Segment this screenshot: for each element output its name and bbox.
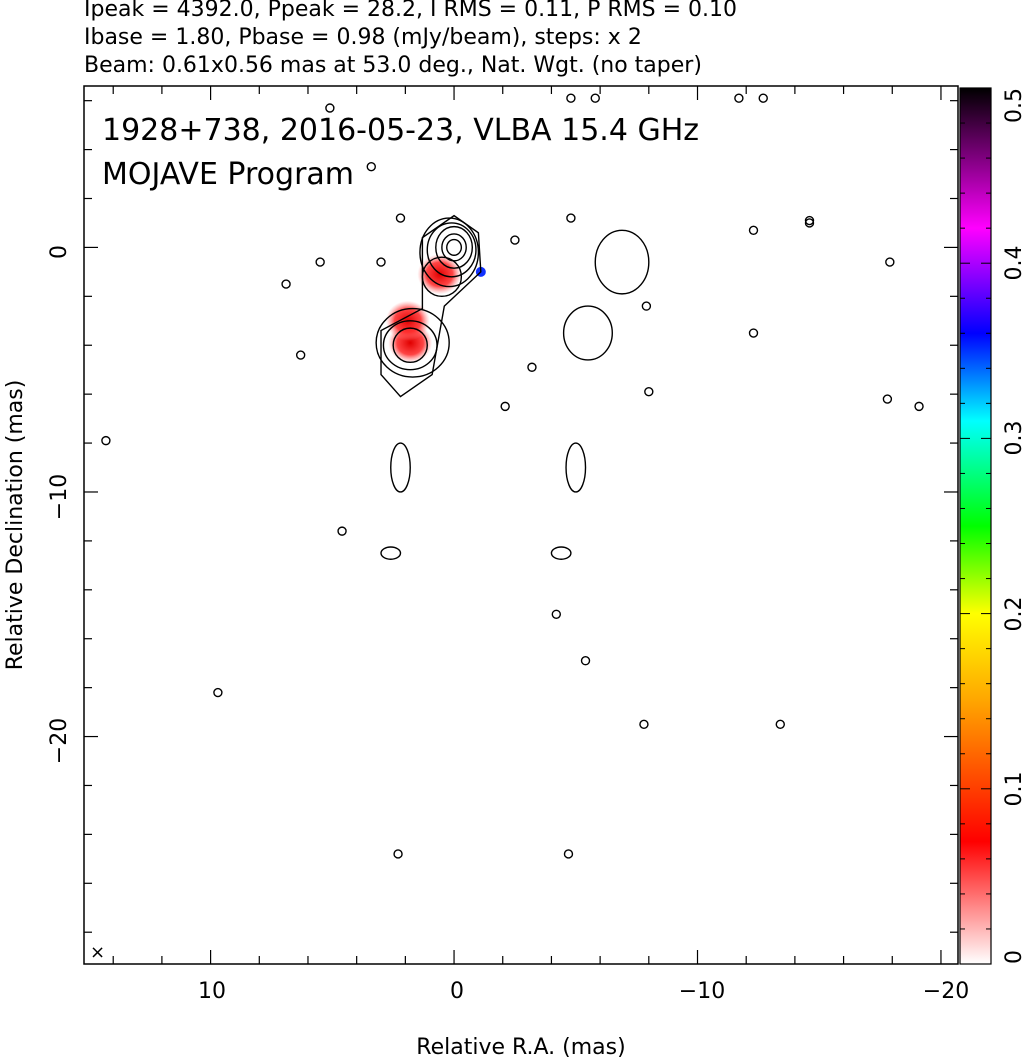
- jet-contour: [392, 327, 428, 364]
- noise-contour: [527, 362, 537, 372]
- noise-contour: [337, 526, 347, 536]
- noise-contour: [393, 849, 403, 859]
- noise-contour: [500, 401, 510, 412]
- noise-contour: [804, 215, 815, 226]
- noise-contour: [395, 213, 406, 223]
- jet-contour: [435, 225, 474, 269]
- ghost-contour: [550, 546, 572, 560]
- x-tick-label: −20: [923, 979, 969, 1004]
- plot-frame: [83, 85, 959, 965]
- y-tick-label: 0: [47, 245, 72, 259]
- x-tick-label: −10: [679, 979, 725, 1004]
- noise-contour: [748, 225, 759, 235]
- colorbar-tick-label: 0.3: [1002, 421, 1022, 456]
- noise-contour: [551, 609, 562, 619]
- jet-outer-contour: [380, 214, 482, 398]
- colorbar-tick-label: 0: [1002, 950, 1022, 964]
- jet-contour: [426, 222, 477, 278]
- noise-contour: [295, 350, 306, 360]
- colorbar-tick-label: 0.4: [1002, 246, 1022, 281]
- colorbar-ticks: [960, 87, 991, 965]
- jet-contour: [375, 307, 450, 378]
- noise-contour: [510, 235, 520, 245]
- noise-contour: [914, 401, 924, 412]
- noise-contour: [315, 257, 325, 267]
- noise-contour: [376, 257, 386, 267]
- noise-contour: [566, 213, 576, 223]
- noise-contour: [325, 103, 335, 113]
- ghost-contour: [594, 229, 650, 295]
- noise-contour: [563, 849, 574, 859]
- stats-line-base: Ibase = 1.80, Pbase = 0.98 (mJy/beam), s…: [84, 25, 642, 50]
- x-axis-label: Relative R.A. (mas): [416, 1035, 625, 1060]
- y-tick-label: −10: [47, 474, 72, 520]
- stats-line-peaks: Ipeak = 4392.0, Ppeak = 28.2, I RMS = 0.…: [84, 0, 737, 22]
- contour-layer: [101, 93, 924, 859]
- colorbar-tick-label: 0.2: [1002, 597, 1022, 632]
- stats-line-beam: Beam: 0.61x0.56 mas at 53.0 deg., Nat. W…: [84, 53, 702, 78]
- source-title: 1928+738, 2016-05-23, VLBA 15.4 GHz: [102, 113, 699, 148]
- jet-contour: [446, 238, 463, 256]
- noise-contour: [213, 687, 223, 698]
- noise-contour: [366, 162, 376, 172]
- ghost-contour: [562, 305, 613, 361]
- ghost-contour: [380, 546, 402, 560]
- ghost-contour: [565, 442, 587, 493]
- noise-contour: [590, 93, 600, 103]
- noise-contour: [882, 394, 893, 404]
- beam-marker: ×: [90, 942, 105, 963]
- polarization-spot: [417, 254, 462, 295]
- noise-contour: [101, 435, 111, 446]
- ghost-contour: [390, 442, 411, 493]
- noise-contour: [734, 93, 744, 103]
- noise-contour: [281, 279, 291, 289]
- x-tick-label: 0: [450, 979, 464, 1004]
- y-axis-label: Relative Declination (mas): [3, 380, 28, 671]
- noise-contour: [775, 719, 785, 730]
- colorbar-tick-label: 0.1: [1002, 772, 1022, 807]
- noise-contour: [641, 301, 652, 311]
- noise-contour: [748, 328, 759, 338]
- noise-contour: [580, 656, 591, 666]
- tick-marks: [84, 86, 958, 964]
- noise-contour: [885, 257, 895, 267]
- program-title: MOJAVE Program: [102, 157, 354, 192]
- noise-contour: [566, 93, 576, 103]
- noise-contour: [644, 387, 654, 397]
- noise-contour: [639, 719, 649, 730]
- noise-contour: [758, 93, 768, 103]
- x-tick-label: 10: [198, 979, 226, 1004]
- colorbar: [959, 87, 992, 965]
- colorbar-tick-label: 0.5: [1002, 88, 1022, 123]
- y-tick-label: −20: [47, 718, 72, 764]
- jet-contour: [419, 217, 480, 288]
